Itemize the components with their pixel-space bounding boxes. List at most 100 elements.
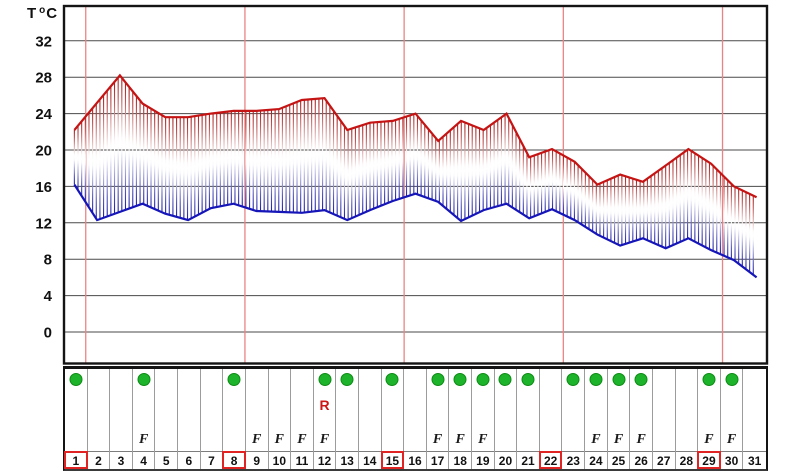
day-number: 10 xyxy=(268,451,291,469)
f-mark-icon: F xyxy=(478,432,488,447)
week-start-red-box xyxy=(64,451,88,469)
day-cell-15: 15 xyxy=(380,369,405,469)
week-gridlines xyxy=(85,6,724,364)
green-dot-icon xyxy=(137,373,151,386)
day-number: 4 xyxy=(132,451,155,469)
day-cell-24: F 24 xyxy=(585,369,608,469)
day-number: 29 xyxy=(697,451,721,469)
day-cell-11: F 11 xyxy=(291,369,314,469)
day-cell-28: 28 xyxy=(675,369,699,469)
max-temperature-line xyxy=(73,73,758,199)
day-number: 7 xyxy=(200,451,223,469)
day-number: 8 xyxy=(222,451,246,469)
green-dot-icon xyxy=(227,373,241,386)
y-tick-label: 12 xyxy=(35,215,52,232)
day-number: 21 xyxy=(517,451,539,469)
f-mark-icon: F xyxy=(138,432,149,447)
day-number: 11 xyxy=(291,451,313,469)
green-dot-icon xyxy=(702,373,716,386)
day-cell-22: 22 xyxy=(538,369,563,469)
plot-border xyxy=(62,4,769,365)
day-number: 3 xyxy=(110,451,132,469)
day-cell-8: 8 xyxy=(222,369,246,469)
min-max-band xyxy=(73,77,754,275)
f-mark-icon: F xyxy=(297,432,307,447)
day-number: 25 xyxy=(607,451,630,469)
day-number: 15 xyxy=(380,451,405,469)
week-start-red-box xyxy=(538,451,563,469)
gridlines xyxy=(64,40,767,333)
y-tick-label: 20 xyxy=(35,143,52,160)
day-number: 14 xyxy=(358,451,381,469)
day-cell-25: F 25 xyxy=(607,369,631,469)
day-cell-30: F 30 xyxy=(720,369,744,469)
day-cell-27: 27 xyxy=(652,369,676,469)
green-dot-icon xyxy=(69,373,83,386)
week-start-red-box xyxy=(380,451,405,469)
day-number: 30 xyxy=(720,451,743,469)
day-cell-10: F 10 xyxy=(268,369,292,469)
y-tick-label: 4 xyxy=(44,288,53,305)
f-mark-icon: F xyxy=(432,432,443,447)
day-cell-16: 16 xyxy=(404,369,427,469)
green-dot-icon xyxy=(634,373,648,386)
day-number: 5 xyxy=(155,451,178,469)
day-number: 31 xyxy=(743,451,766,469)
day-number: 22 xyxy=(538,451,563,469)
day-cell-6: 6 xyxy=(178,369,201,469)
day-number: 16 xyxy=(404,451,426,469)
day-cell-21: 21 xyxy=(517,369,540,469)
day-cell-20: 20 xyxy=(494,369,518,469)
day-number: 23 xyxy=(562,451,585,469)
day-number: 17 xyxy=(426,451,449,469)
day-number: 9 xyxy=(245,451,268,469)
week-start-red-box xyxy=(697,451,721,469)
green-dot-icon xyxy=(521,373,535,386)
green-dot-icon xyxy=(566,373,580,386)
day-cell-1: 1 xyxy=(64,369,88,469)
day-cell-26: F 26 xyxy=(630,369,653,469)
day-number: 26 xyxy=(630,451,652,469)
green-dot-icon xyxy=(385,373,399,386)
y-tick-label: 16 xyxy=(35,179,52,196)
y-tick-label: 24 xyxy=(35,106,52,123)
f-mark-icon: F xyxy=(636,432,646,447)
day-number: 27 xyxy=(652,451,675,469)
day-number: 24 xyxy=(585,451,607,469)
green-dot-icon xyxy=(612,373,625,386)
y-tick-label: 32 xyxy=(35,33,52,50)
green-dot-icon xyxy=(589,373,603,386)
temperature-chart: 32 28 24 20 16 12 8 4 0 T oC xyxy=(27,4,769,365)
day-cell-13: 13 xyxy=(336,369,359,469)
day-number: 12 xyxy=(313,451,336,469)
day-cell-18: F 18 xyxy=(449,369,473,469)
min-temperature-line xyxy=(73,184,758,279)
f-mark-icon: F xyxy=(591,432,601,447)
green-dot-icon xyxy=(476,373,490,386)
y-tick-label: 8 xyxy=(44,252,52,269)
day-cell-3: 3 xyxy=(110,369,133,469)
y-tick-label: 0 xyxy=(44,325,52,342)
day-cell-23: 23 xyxy=(562,369,586,469)
day-number: 28 xyxy=(675,451,698,469)
day-number: 6 xyxy=(178,451,200,469)
red-r-mark-icon: R xyxy=(319,397,330,413)
day-cell-14: 14 xyxy=(358,369,382,469)
day-strip-panel: 1 2 3 F 4 5 6 7 8 F 9 F 10 F 11 R F 12 13 14 15 16 F 17 F 18 F 19 20… xyxy=(63,366,768,471)
day-number: 19 xyxy=(472,451,494,469)
green-dot-icon xyxy=(453,373,467,386)
f-mark-icon: F xyxy=(274,432,284,447)
f-mark-icon: F xyxy=(704,432,714,447)
day-number: 2 xyxy=(87,451,110,469)
day-number: 18 xyxy=(449,451,472,469)
day-cell-19: F 19 xyxy=(472,369,495,469)
green-dot-icon xyxy=(498,373,512,386)
day-cell-29: F 29 xyxy=(697,369,721,469)
day-cell-31: 31 xyxy=(743,369,766,469)
day-cell-2: 2 xyxy=(87,369,111,469)
day-cell-5: 5 xyxy=(155,369,179,469)
f-mark-icon: F xyxy=(455,432,465,447)
